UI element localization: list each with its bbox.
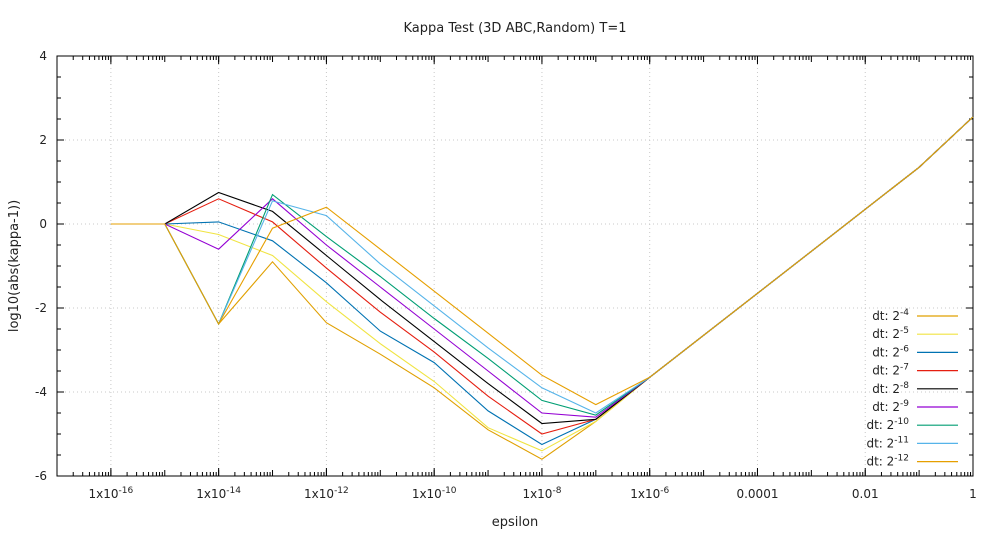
legend-label: dt: 2-9 xyxy=(872,399,909,414)
series-line--12 xyxy=(110,116,974,406)
y-tick-label: 0 xyxy=(39,217,47,231)
series-line--8 xyxy=(110,116,974,425)
x-tick-label: 0.01 xyxy=(852,487,879,501)
x-tick-label: 1 xyxy=(969,487,977,501)
x-tick-labels: 1x10-16 1x10-14 1x10-12 1x10-10 1x10-8 1x10-6… xyxy=(89,486,977,501)
x-tick-label: 0.0001 xyxy=(736,487,778,501)
series-lines xyxy=(110,116,974,460)
axis-ticks xyxy=(56,55,974,477)
y-tick-label: -2 xyxy=(35,301,47,315)
legend-label: dt: 2-8 xyxy=(872,381,909,396)
legend-label: dt: 2-7 xyxy=(872,363,909,378)
y-tick-labels: 4 2 0 -2 -4 -6 xyxy=(35,49,47,483)
y-tick-label: 2 xyxy=(39,133,47,147)
legend-label: dt: 2-6 xyxy=(872,344,909,359)
legend-label: dt: 2-11 xyxy=(866,435,909,450)
x-tick-label: 1x10-8 xyxy=(522,486,561,501)
x-axis-label: epsilon xyxy=(492,515,538,530)
plot-frame xyxy=(56,55,974,477)
y-tick-label: -6 xyxy=(35,469,47,483)
chart-title: Kappa Test (3D ABC,Random) T=1 xyxy=(403,21,626,36)
y-axis-label: log10(abs(kappa-1)) xyxy=(7,200,22,332)
legend-label: dt: 2-5 xyxy=(872,326,909,341)
grid xyxy=(57,56,974,476)
legend-label: dt: 2-12 xyxy=(866,454,909,469)
x-tick-label: 1x10-10 xyxy=(412,486,457,501)
y-tick-label: -4 xyxy=(35,385,47,399)
legend-label: dt: 2-10 xyxy=(866,417,909,432)
x-tick-label: 1x10-16 xyxy=(89,486,134,501)
legend-label: dt: 2-4 xyxy=(872,308,909,323)
series-line--10 xyxy=(110,116,974,416)
y-tick-label: 4 xyxy=(39,49,47,63)
x-tick-label: 1x10-12 xyxy=(304,486,349,501)
x-tick-label: 1x10-14 xyxy=(196,486,241,501)
x-tick-label: 1x10-6 xyxy=(630,486,669,501)
legend: dt: 2-4 dt: 2-5 dt: 2-6 dt: 2-7 dt: 2-8 dt: 2… xyxy=(866,308,958,469)
